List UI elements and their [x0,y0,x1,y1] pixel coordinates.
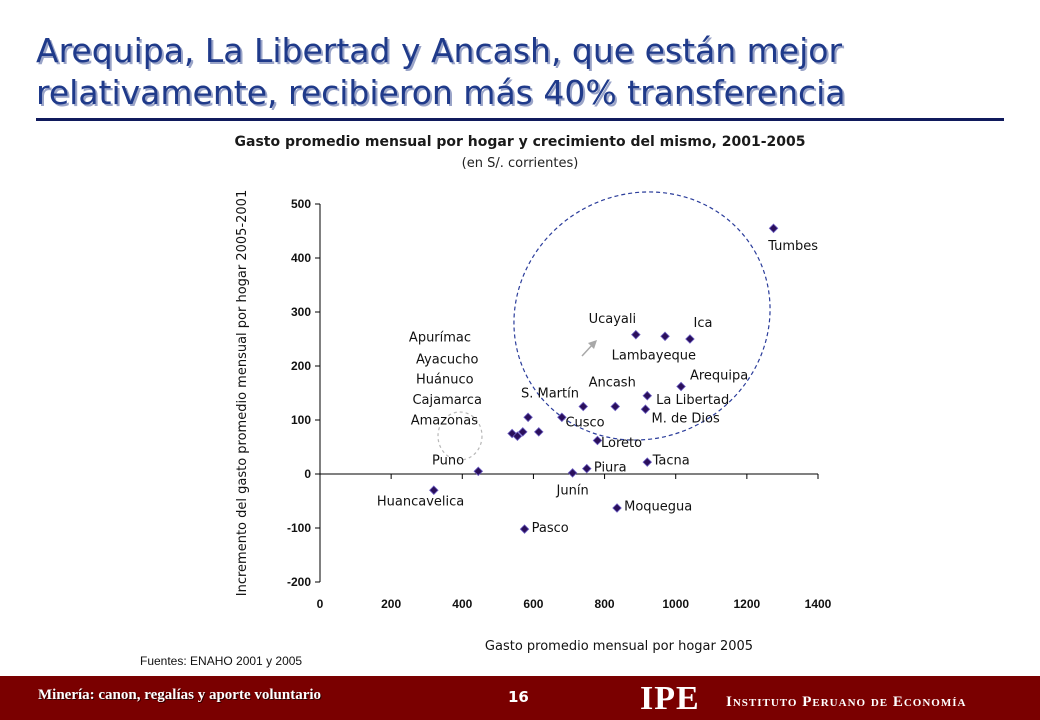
point-label: Ancash [589,376,636,391]
point-label: Moquegua [624,500,692,515]
point-label: Ica [694,316,713,331]
x-tick-label: 600 [523,597,543,611]
data-point [557,412,567,423]
x-tick-label: 1000 [662,597,689,611]
y-tick-label: -100 [287,521,311,535]
y-tick-label: 300 [291,305,311,319]
point-label: Tacna [652,453,690,468]
point-label: S. Martín [521,386,579,401]
data-point [768,223,779,234]
ipe-logo: IPE [640,680,700,717]
data-point [642,457,653,467]
arrow-head [588,340,597,349]
data-point [523,412,533,423]
slide-title: Arequipa, La Libertad y Ancash, que está… [36,31,846,112]
point-label: Cajamarca [412,393,481,408]
data-point [512,431,523,441]
footer-bar: Minería: canon, regalías y aporte volunt… [0,676,1040,720]
y-tick-label: 200 [291,359,311,373]
chart-title: Gasto promedio mensual por hogar y creci… [234,134,806,150]
data-point [517,427,528,437]
data-point [533,427,544,437]
data-point [592,435,603,446]
data-point [660,331,670,342]
point-label: Arequipa [690,369,748,384]
data-point [685,334,695,344]
point-label: Cusco [565,415,604,430]
x-tick-label: 800 [595,597,615,611]
source-note: Fuentes: ENAHO 2001 y 2005 [140,654,303,668]
point-label: Ayacucho [416,352,478,367]
data-point [642,390,653,401]
point-label: Ucayali [589,312,637,327]
title-underline [36,118,1004,121]
y-tick-label: 400 [291,251,311,265]
point-label: Amazonas [411,413,479,428]
y-tick-label: 100 [291,413,311,427]
x-axis-title: Gasto promedio mensual por hogar 2005 [485,639,753,654]
organization-name: Instituto Peruano de Economía [726,694,967,710]
data-point [640,404,651,414]
y-tick-label: -200 [287,575,311,589]
chart-labels: Tumbes Ucayali Ica Lambayeque Arequipa Ancash… [377,239,818,536]
data-point [519,524,530,534]
chart-points [429,223,779,534]
data-point [582,463,592,474]
data-point [578,401,588,412]
highlight-small-ellipse [437,411,483,461]
data-point [612,503,622,513]
y-tick-label: 0 [304,467,311,481]
highlight-ellipse [513,191,771,441]
x-tick-label: 0 [317,597,324,611]
data-point [473,466,484,477]
point-label: Huancavelica [377,494,464,509]
x-tick-label: 400 [452,597,472,611]
point-label: Pasco [532,521,569,536]
data-point [631,329,641,340]
data-point [567,468,578,478]
point-label: M. de Dios [652,412,720,427]
y-axis-title: Incremento del gasto promedio mensual po… [235,190,250,596]
data-point [507,428,517,439]
point-label: Tumbes [767,239,818,254]
x-tick-label: 200 [381,597,401,611]
footer-topic: Minería: canon, regalías y aporte volunt… [38,687,322,703]
point-label: Piura [594,460,627,475]
chart-highlights [437,191,771,461]
chart-subtitle: (en S/. corrientes) [461,156,579,171]
x-tick-label: 1400 [805,597,832,611]
point-label: Huánuco [416,372,474,387]
x-tick-label: 1200 [734,597,761,611]
point-label: Puno [432,453,464,468]
page-number: 16 [508,688,529,706]
data-point [676,381,686,392]
point-label: Apurímac [409,331,471,346]
data-point [610,401,621,412]
y-tick-label: 500 [291,197,311,211]
point-label: Loreto [601,436,642,451]
point-label: Lambayeque [612,349,696,364]
data-point [429,485,439,495]
point-label: La Libertad [656,393,729,408]
point-label: Junín [556,484,589,499]
